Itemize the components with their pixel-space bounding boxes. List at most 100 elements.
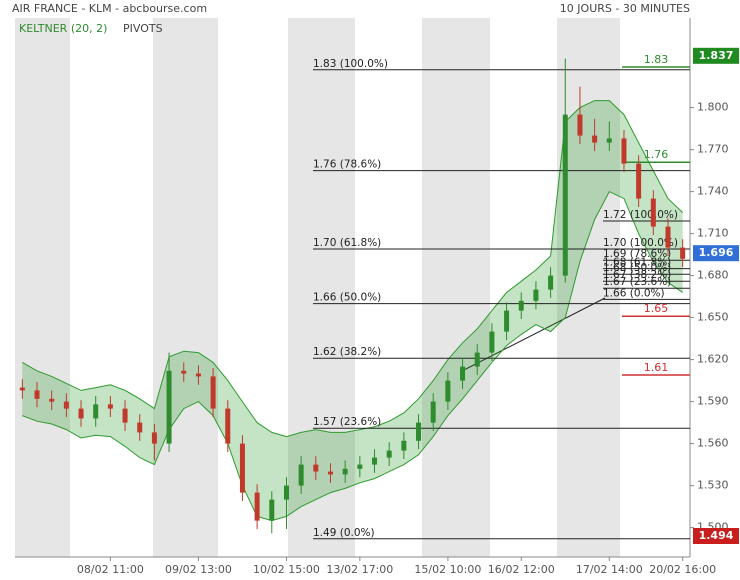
y-tick-label: 1.770 — [697, 143, 729, 156]
x-tick-label: 15/02 10:00 — [414, 563, 481, 576]
fib-label: 1.66 (0.0%) — [603, 287, 665, 299]
candle-body — [621, 138, 627, 164]
candle-body — [445, 380, 451, 402]
candle-body — [460, 366, 466, 381]
candle-body — [93, 404, 99, 419]
candle-body — [548, 275, 554, 290]
candle-body — [210, 376, 216, 409]
day-band — [422, 18, 490, 557]
candle-body — [357, 464, 363, 469]
keltner-upper — [22, 100, 684, 438]
x-tick-label: 13/02 17:00 — [326, 563, 393, 576]
candle-body — [636, 163, 642, 199]
candle-body — [592, 135, 598, 143]
candle-body — [577, 114, 583, 136]
candle-body — [225, 408, 231, 444]
y-tick-label: 1.650 — [697, 311, 729, 324]
y-tick-label: 1.560 — [697, 437, 729, 450]
candle-body — [680, 247, 686, 259]
pivot-label: 1.65 — [644, 302, 669, 315]
candle-body — [606, 138, 612, 143]
y-tick-label: 1.680 — [697, 269, 729, 282]
day-band — [557, 18, 620, 557]
y-tick-label: 1.800 — [697, 101, 729, 114]
x-tick-label: 08/02 11:00 — [77, 563, 144, 576]
candle-body — [107, 404, 113, 409]
trend-line — [459, 297, 606, 373]
x-tick-label: 16/02 12:00 — [488, 563, 555, 576]
fib-label: 1.62 (38.2%) — [313, 346, 381, 358]
candle-body — [650, 198, 656, 227]
x-tick-label: 20/02 16:00 — [649, 563, 716, 576]
candle-body — [665, 226, 671, 248]
price-box — [693, 47, 739, 64]
fib-label: 1.83 (100.0%) — [313, 58, 388, 70]
candle-body — [254, 492, 260, 521]
candle-body — [181, 370, 187, 374]
candle-body — [489, 331, 495, 353]
fib-label: 1.66 (50.0%) — [313, 292, 381, 304]
chart-subtitle: 10 JOURS - 30 MINUTES — [560, 2, 690, 15]
candle-body — [78, 408, 84, 419]
candle-body — [151, 432, 157, 444]
y-tick-label: 1.740 — [697, 185, 729, 198]
candle-body — [504, 310, 510, 332]
x-tick-label: 17/02 14:00 — [576, 563, 643, 576]
y-tick-label: 1.620 — [697, 353, 729, 366]
pivot-label: 1.83 — [644, 53, 669, 66]
y-tick-label: 1.710 — [697, 227, 729, 240]
fib-label: 1.70 (100.0%) — [603, 237, 678, 249]
fib-label: 1.72 (100.0%) — [603, 209, 678, 221]
candle-body — [401, 440, 407, 451]
candle-body — [298, 464, 304, 486]
fib-label: 1.67 (38.2%) — [603, 269, 671, 281]
day-band — [153, 18, 218, 557]
candle-body — [386, 450, 392, 458]
price-box-label: 1.837 — [699, 49, 734, 62]
day-band — [15, 18, 70, 557]
candle-body — [416, 422, 422, 441]
y-tick-label: 1.590 — [697, 395, 729, 408]
x-tick-label: 10/02 15:00 — [253, 563, 320, 576]
fib-label: 1.68 (50.0%) — [603, 262, 671, 274]
pivot-label: 1.76 — [644, 148, 669, 161]
keltner-lower — [22, 190, 683, 522]
fib-label: 1.67 (23.6%) — [603, 276, 671, 288]
candle-body — [19, 387, 25, 391]
keltner-fill — [22, 100, 683, 521]
candle-body — [342, 468, 348, 475]
indicator-label: PIVOTS — [123, 22, 163, 35]
fib-label: 1.49 (0.0%) — [313, 527, 375, 539]
candle-body — [518, 300, 524, 311]
fib-label: 1.70 (61.8%) — [313, 237, 381, 249]
pivot-label: 1.61 — [644, 361, 669, 374]
x-tick-label: 09/02 13:00 — [165, 563, 232, 576]
candle-body — [474, 352, 480, 367]
fib-label: 1.76 (78.6%) — [313, 159, 381, 171]
candle-body — [137, 422, 143, 433]
chart-title: AIR FRANCE - KLM - abcbourse.com — [12, 2, 207, 15]
candle-body — [34, 390, 40, 399]
candle-body — [195, 373, 201, 377]
candle-body — [239, 443, 245, 493]
candle-body — [372, 457, 378, 465]
candle-body — [313, 464, 319, 472]
fib-label: 1.57 (23.6%) — [313, 416, 381, 428]
candle-body — [63, 401, 69, 409]
candle-body — [269, 499, 275, 521]
candle-body — [533, 289, 539, 301]
candle-body — [166, 370, 172, 444]
price-box-label: 1.494 — [699, 529, 734, 542]
candle-body — [327, 471, 333, 475]
indicator-label: KELTNER (20, 2) — [19, 22, 107, 35]
fib-label: 1.68 (61.8%) — [603, 257, 671, 269]
candle-body — [430, 401, 436, 423]
price-box — [693, 528, 739, 544]
y-tick-label: 1.530 — [697, 479, 729, 492]
day-shading — [15, 18, 620, 557]
candle-body — [562, 114, 568, 276]
fib-label: 1.69 (78.6%) — [603, 248, 671, 260]
candle-body — [283, 485, 289, 500]
